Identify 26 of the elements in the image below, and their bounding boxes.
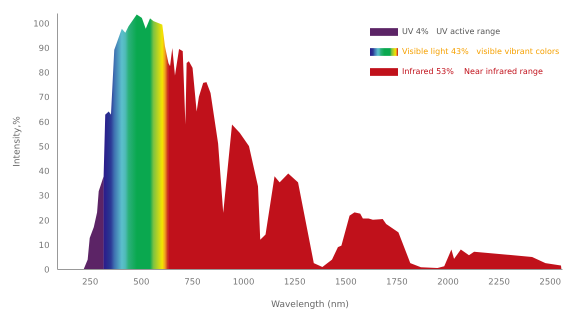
y-tick-label: 30 [38, 192, 50, 202]
x-tick-label: 2000 [437, 278, 459, 288]
y-tick-label: 20 [38, 216, 50, 226]
y-tick-label: 60 [38, 118, 50, 128]
x-tick-label: 250 [82, 278, 98, 288]
x-tick-label: 750 [184, 278, 201, 288]
x-tick-label: 1000 [232, 278, 254, 288]
y-axis-title: Intensity,% [12, 116, 22, 167]
x-tick-label: 1750 [386, 278, 408, 288]
x-tick-label: 1250 [284, 278, 306, 288]
y-tick-label: 0 [44, 266, 50, 276]
legend-label: Infrared 53% Near infrared range [402, 67, 543, 76]
x-tick-label: 2250 [488, 278, 510, 288]
y-tick-label: 50 [38, 142, 50, 152]
y-tick-label: 90 [38, 44, 50, 54]
legend-label: UV 4% UV active range [402, 27, 500, 36]
x-tick-label: 500 [133, 278, 150, 288]
x-tick-label: 1500 [334, 278, 357, 288]
legend-label: Visible light 43% visible vibrant colors [402, 47, 560, 56]
y-tick-label: 40 [38, 167, 50, 178]
y-tick-label: 100 [33, 19, 50, 30]
y-tick-label: 80 [38, 68, 50, 79]
y-tick-label: 70 [38, 93, 50, 104]
x-axis-title: Wavelength (nm) [271, 300, 349, 310]
x-tick-label: 2500 [539, 278, 562, 288]
y-tick-label: 10 [38, 240, 50, 251]
